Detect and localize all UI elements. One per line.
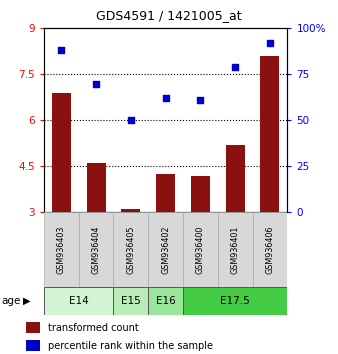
Point (93, 81, 99, 86)
Bar (183, 212, 218, 287)
Bar (79, 212, 114, 287)
Bar (191, 176, 210, 212)
Text: GDS4591 / 1421005_at: GDS4591 / 1421005_at (96, 9, 242, 22)
Text: GSM936406: GSM936406 (265, 225, 274, 274)
Bar (252, 212, 287, 287)
Bar (114, 212, 148, 287)
Bar (218, 212, 252, 287)
Text: GSM936401: GSM936401 (231, 225, 240, 274)
Text: ▶: ▶ (23, 296, 30, 306)
Bar (114, 287, 148, 315)
Text: E15: E15 (121, 296, 141, 306)
Text: GSM936403: GSM936403 (57, 225, 66, 274)
Point (267, 40, 273, 46)
Bar (148, 287, 183, 315)
Bar (44, 287, 114, 315)
Point (58, 47, 64, 53)
Bar (52, 93, 71, 212)
Bar (121, 209, 140, 212)
Point (128, 118, 134, 123)
Text: GSM936400: GSM936400 (196, 225, 205, 274)
Bar (44, 212, 79, 287)
Bar (183, 287, 287, 315)
Point (198, 97, 203, 103)
Text: GSM936405: GSM936405 (126, 225, 135, 274)
Text: E16: E16 (156, 296, 175, 306)
Text: transformed count: transformed count (48, 323, 139, 333)
Bar (26, 340, 40, 351)
Point (163, 96, 168, 101)
Point (233, 64, 238, 70)
Text: E14: E14 (69, 296, 89, 306)
Bar (26, 322, 40, 333)
Bar (260, 56, 280, 212)
Bar (148, 212, 183, 287)
Text: age: age (2, 296, 21, 306)
Text: percentile rank within the sample: percentile rank within the sample (48, 341, 213, 350)
Bar (87, 163, 106, 212)
Text: E17.5: E17.5 (220, 296, 250, 306)
Bar (225, 145, 245, 212)
Text: GSM936404: GSM936404 (92, 225, 101, 274)
Text: GSM936402: GSM936402 (161, 225, 170, 274)
Bar (156, 174, 175, 212)
